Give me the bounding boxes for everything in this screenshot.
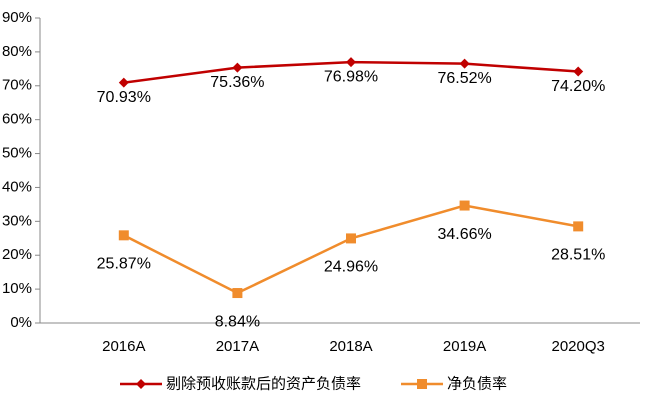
marker xyxy=(232,62,243,73)
x-tick-label: 2017A xyxy=(216,338,259,355)
x-tick-label: 2016A xyxy=(102,338,145,355)
marker xyxy=(459,58,470,69)
marker xyxy=(346,233,356,244)
y-tick-label: 50% xyxy=(2,145,32,162)
marker xyxy=(573,66,584,77)
series-line xyxy=(123,204,579,295)
marker xyxy=(459,200,470,211)
data-label: 8.84% xyxy=(215,313,260,330)
data-label: 24.96% xyxy=(324,259,378,276)
data-label: 28.51% xyxy=(551,247,605,264)
y-tick-label: 70% xyxy=(2,77,32,94)
marker xyxy=(118,230,129,241)
legend-label: 剔除预收账款后的资产负债率 xyxy=(166,375,361,393)
legend-marker xyxy=(417,379,428,389)
y-tick-label: 30% xyxy=(2,212,32,229)
y-tick-label: 40% xyxy=(2,178,32,195)
y-tick-label: 20% xyxy=(2,246,32,263)
data-label: 76.52% xyxy=(437,70,491,87)
y-tick-label: 60% xyxy=(2,111,32,128)
legend-label: 净负债率 xyxy=(447,375,507,393)
data-label: 70.93% xyxy=(97,89,151,106)
data-label: 74.20% xyxy=(551,78,605,95)
legend-item: 净负债率 xyxy=(401,375,507,393)
y-tick-label: 80% xyxy=(2,43,32,60)
data-label: 34.66% xyxy=(437,226,491,243)
data-label: 25.87% xyxy=(97,256,151,273)
x-tick-label: 2020Q3 xyxy=(552,338,605,355)
y-tick-label: 0% xyxy=(10,314,32,331)
legend-item: 剔除预收账款后的资产负债率 xyxy=(120,375,361,393)
data-label: 75.36% xyxy=(210,74,264,91)
y-tick-label: 10% xyxy=(2,280,32,297)
x-tick-label: 2019A xyxy=(443,338,486,355)
marker xyxy=(346,57,356,68)
marker xyxy=(573,221,584,232)
x-tick-label: 2018A xyxy=(329,338,372,355)
marker xyxy=(232,288,243,299)
legend-marker xyxy=(136,379,146,389)
data-label: 76.98% xyxy=(324,68,378,85)
marker xyxy=(118,77,129,88)
y-tick-label: 90% xyxy=(2,9,32,26)
